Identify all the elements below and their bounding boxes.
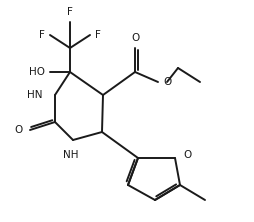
Text: F: F bbox=[67, 7, 73, 17]
Text: HN: HN bbox=[27, 90, 43, 100]
Text: NH: NH bbox=[63, 150, 79, 160]
Text: O: O bbox=[183, 150, 191, 160]
Text: O: O bbox=[163, 77, 171, 87]
Text: F: F bbox=[95, 30, 101, 40]
Text: F: F bbox=[39, 30, 45, 40]
Text: HO: HO bbox=[29, 67, 45, 77]
Text: O: O bbox=[131, 33, 139, 43]
Text: O: O bbox=[15, 125, 23, 135]
